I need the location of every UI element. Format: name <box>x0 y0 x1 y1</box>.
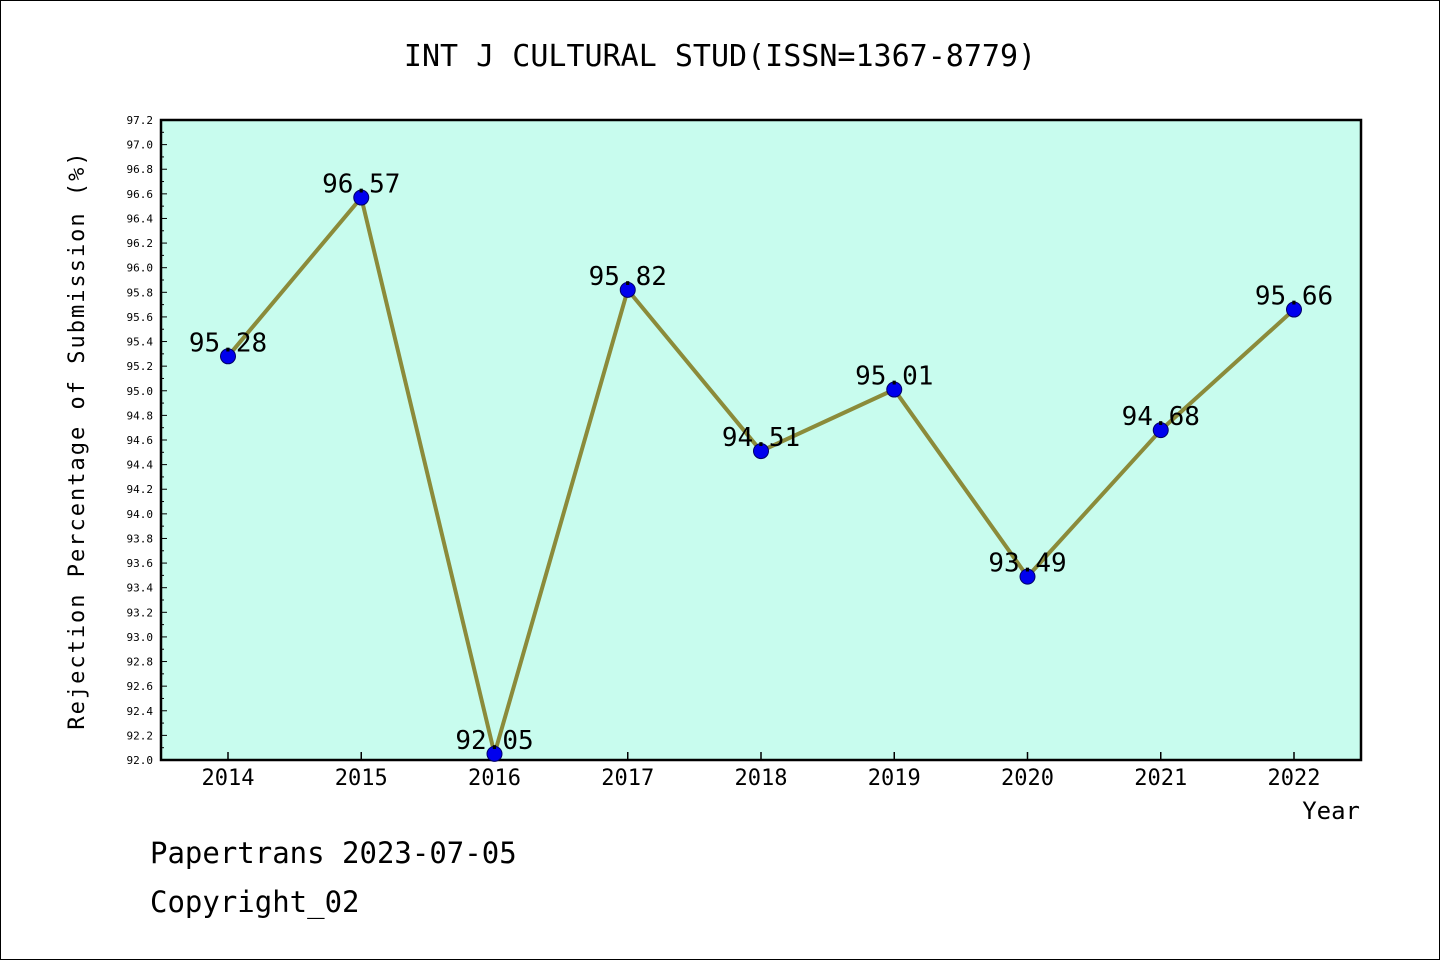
x-tick-label: 2020 <box>1001 766 1054 791</box>
y-tick-label: 92.0 <box>127 754 154 767</box>
y-tick-label: 92.4 <box>127 705 154 718</box>
y-tick-label: 92.6 <box>127 680 154 693</box>
data-label: 94.68 <box>1122 402 1200 432</box>
x-tick-label: 2021 <box>1134 766 1187 791</box>
data-label: 92.05 <box>455 726 533 756</box>
x-tick-label: 2022 <box>1268 766 1321 791</box>
y-tick-label: 95.4 <box>127 336 154 349</box>
data-label: 95.66 <box>1255 282 1333 312</box>
y-axis: 92.0 92.2 92.4 92.6 92.8 93.0 93.2 93.4 93.6 93.8… <box>127 114 167 767</box>
x-tick-label: 2019 <box>868 766 921 791</box>
x-axis-label: Year <box>1302 797 1360 825</box>
y-tick-label: 95.0 <box>127 385 154 398</box>
footer-copyright: Copyright_02 <box>150 885 360 919</box>
y-tick-label: 93.0 <box>127 631 154 644</box>
x-axis: 2014 2015 2016 2017 2018 2019 2020 2021 2022 <box>202 752 1321 791</box>
x-tick-label: 2017 <box>601 766 654 791</box>
data-label: 95.28 <box>189 328 267 358</box>
y-tick-label: 92.8 <box>127 656 154 669</box>
data-point <box>220 348 236 365</box>
data-label: 95.82 <box>589 262 667 292</box>
series-line-group: 95.28 96.57 92.05 95.82 94.51 95.01 93.49 94.68… <box>189 170 1333 762</box>
data-label: 94.51 <box>722 423 800 453</box>
y-tick-label: 93.6 <box>127 557 154 570</box>
data-point <box>886 381 903 398</box>
y-tick-label: 93.2 <box>127 606 154 619</box>
y-tick-label: 94.2 <box>127 483 154 496</box>
chart-title: INT J CULTURAL STUD(ISSN=1367-8779) <box>404 39 1036 74</box>
y-tick-label: 96.4 <box>127 212 154 225</box>
data-label: 95.01 <box>855 362 933 392</box>
data-point <box>1152 422 1169 439</box>
y-tick-label: 95.2 <box>127 360 154 373</box>
y-tick-label: 93.4 <box>127 582 154 595</box>
x-tick-label: 2018 <box>735 766 788 791</box>
y-tick-label: 96.6 <box>127 188 154 201</box>
y-axis-label: Rejection Percentage of Submission (%) <box>65 150 90 729</box>
data-point <box>353 189 370 206</box>
y-tick-label: 96.8 <box>127 163 154 176</box>
footer-source: Papertrans 2023-07-05 <box>150 836 517 870</box>
y-tick-label: 94.4 <box>127 459 154 472</box>
y-tick-label: 96.0 <box>127 262 154 275</box>
y-tick-label: 93.8 <box>127 532 154 545</box>
data-point <box>619 281 636 298</box>
data-point <box>753 443 769 460</box>
x-tick-label: 2014 <box>202 766 255 791</box>
y-tick-label: 94.8 <box>127 409 154 422</box>
y-tick-label: 95.6 <box>127 311 154 324</box>
y-tick-label: 97.0 <box>127 139 154 152</box>
y-tick-label: 94.6 <box>127 434 154 447</box>
y-tick-label: 92.2 <box>127 729 154 742</box>
y-tick-label: 96.2 <box>127 237 154 250</box>
data-label: 93.49 <box>988 549 1066 579</box>
data-point <box>486 745 503 762</box>
x-tick-label: 2015 <box>335 766 388 791</box>
y-tick-label: 95.8 <box>127 286 154 299</box>
y-tick-label: 97.2 <box>127 114 154 127</box>
data-point <box>1286 301 1302 318</box>
x-tick-label: 2016 <box>468 766 521 791</box>
y-tick-label: 94.0 <box>127 508 154 521</box>
data-point <box>1019 568 1036 585</box>
plot-area <box>159 118 1363 762</box>
data-label: 96.57 <box>322 170 400 200</box>
